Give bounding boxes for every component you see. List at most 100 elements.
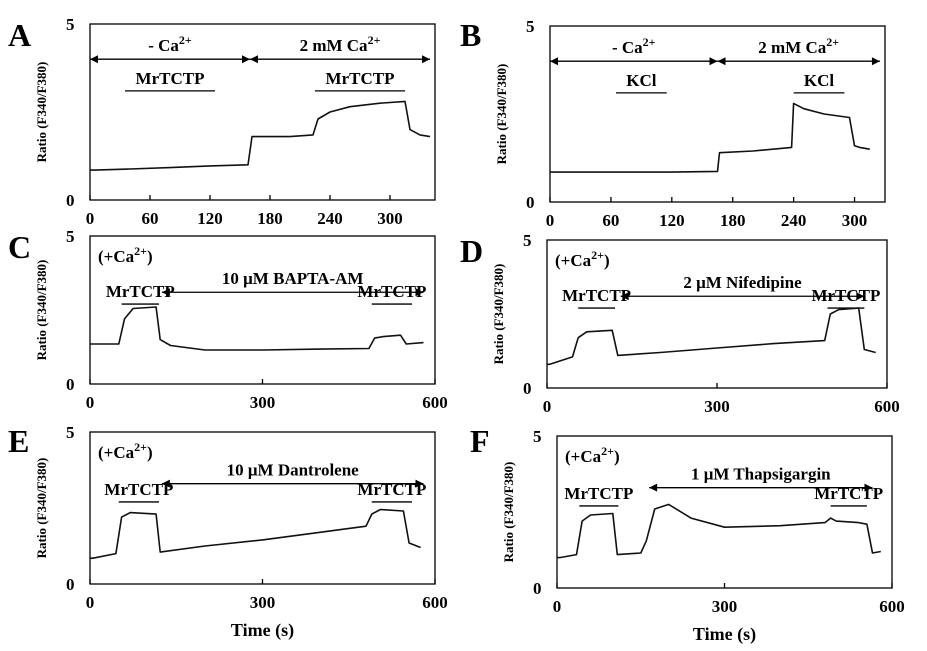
- panel-c-arrow-label: 10 μM BAPTA-AM: [222, 269, 364, 288]
- panel-a-xtick-label: 60: [142, 209, 159, 228]
- panel-b-letter: B: [460, 17, 481, 53]
- panel-c-arrowhead: [415, 288, 424, 297]
- panel-d-treatment-label: MrTCTP: [562, 286, 631, 305]
- panel-c-frame: [89, 235, 436, 385]
- panel-a-xtick-label: 300: [377, 209, 403, 228]
- panel-e-arrow-label: 10 μM Dantrolene: [227, 461, 360, 480]
- panel-a-arrowhead: [250, 55, 258, 64]
- panel-a-treatment-label: MrTCTP: [326, 69, 395, 88]
- panel-c-ytick-label: 0: [66, 375, 75, 394]
- panel-e-ytick-label: 5: [66, 423, 75, 442]
- panel-d-inset-label: (+Ca2+): [555, 248, 610, 270]
- panel-b-xtick-label: 180: [720, 211, 746, 230]
- panel-d-ylabel: Ratio (F340/F380): [491, 264, 506, 365]
- panel-a-xtick-label: 120: [197, 209, 223, 228]
- panel-f-xtick-label: 0: [553, 597, 562, 616]
- panel-c-ytick-label: 5: [66, 227, 75, 246]
- panel-c-inset-label: (+Ca2+): [98, 244, 153, 266]
- panel-b-ratio-trace: [550, 102, 870, 173]
- panel-b-frame: [549, 25, 886, 203]
- panel-e-xlabel: Time (s): [231, 620, 294, 641]
- panel-f-ratio-trace: [557, 503, 881, 559]
- panel-b-xtick-label: 300: [842, 211, 868, 230]
- panel-c-xtick-label: 600: [422, 393, 448, 412]
- panel-b-ytick-label: 5: [526, 17, 535, 36]
- panel-b-arrowhead: [709, 57, 718, 66]
- panel-f-xlabel: Time (s): [693, 624, 756, 645]
- panel-d-letter: D: [460, 233, 483, 269]
- panel-f-treatment-label: MrTCTP: [814, 484, 883, 503]
- panel-f-inset-label: (+Ca2+): [565, 444, 620, 466]
- panel-a-arrow-label: 2 mM Ca2+: [300, 33, 381, 55]
- panel-e-treatment-label: MrTCTP: [357, 480, 426, 499]
- panel-b-xtick-label: 120: [659, 211, 685, 230]
- panel-d-frame: [546, 239, 888, 389]
- panel-a-ytick-label: 5: [66, 15, 75, 34]
- panel-f-frame: [556, 435, 893, 589]
- panel-e-xtick-label: 0: [86, 593, 95, 612]
- panel-d-arrowhead: [620, 292, 629, 301]
- panel-f-xtick-label: 600: [879, 597, 905, 616]
- panel-a-ytick-label: 0: [66, 191, 75, 210]
- panel-c-treatment-label: MrTCTP: [357, 282, 426, 301]
- panel-b-ylabel: Ratio (F340/F380): [494, 64, 509, 165]
- panel-a-ratio-trace: [90, 100, 431, 171]
- panel-f-ytick-label: 0: [533, 579, 542, 598]
- panel-d-ratio-trace: [547, 307, 876, 366]
- panel-c-xtick-label: 300: [250, 393, 276, 412]
- panel-d-treatment-label: MrTCTP: [811, 286, 880, 305]
- panel-b-arrowhead: [871, 57, 880, 66]
- panel-a-frame: [89, 23, 436, 201]
- panel-f-ytick-label: 5: [533, 427, 542, 446]
- panel-a-letter: A: [8, 17, 31, 53]
- panel-f-arrowhead: [649, 483, 658, 492]
- panel-d-ytick-label: 5: [523, 231, 532, 250]
- panel-b-treatment-label: KCl: [626, 71, 657, 90]
- panel-d-arrow-label: 2 μM Nifedipine: [683, 273, 802, 292]
- panel-e-treatment-label: MrTCTP: [104, 480, 173, 499]
- panel-a-xtick-label: 180: [257, 209, 283, 228]
- panel-e-frame: [89, 431, 436, 585]
- panel-d-xtick-label: 300: [704, 397, 730, 416]
- panel-a-treatment-label: MrTCTP: [136, 69, 205, 88]
- panel-e-ytick-label: 0: [66, 575, 75, 594]
- panel-c-ylabel: Ratio (F340/F380): [34, 260, 49, 361]
- panel-b-xtick-label: 0: [546, 211, 555, 230]
- panel-f-xtick-label: 300: [712, 597, 738, 616]
- panel-b-arrowhead: [550, 57, 558, 66]
- panel-e-arrowhead: [161, 479, 170, 488]
- panel-e-xtick-label: 300: [250, 593, 276, 612]
- panel-b-treatment-label: KCl: [804, 71, 835, 90]
- panel-f-treatment-label: MrTCTP: [564, 484, 633, 503]
- panel-a-arrowhead: [90, 55, 98, 64]
- panel-b-arrowhead: [717, 57, 726, 66]
- panel-a-arrowhead: [242, 55, 250, 64]
- panel-e-letter: E: [8, 423, 29, 459]
- panel-c-treatment-label: MrTCTP: [106, 282, 175, 301]
- panel-a-ylabel: Ratio (F340/F380): [34, 62, 49, 163]
- panel-a-xtick-label: 240: [317, 209, 343, 228]
- panel-c-letter: C: [8, 229, 31, 265]
- panel-b-arrow-label: - Ca2+: [612, 35, 656, 57]
- panel-e-inset-label: (+Ca2+): [98, 440, 153, 462]
- panel-a-arrow-label: - Ca2+: [148, 33, 192, 55]
- panel-e-ratio-trace: [90, 508, 421, 559]
- panel-b-ytick-label: 0: [526, 193, 535, 212]
- panel-c-xtick-label: 0: [86, 393, 95, 412]
- panel-d-ytick-label: 0: [523, 379, 532, 398]
- panel-e-xtick-label: 600: [422, 593, 448, 612]
- panel-c-ratio-trace: [90, 306, 424, 351]
- panel-d-arrowhead: [856, 292, 865, 301]
- panel-b-xtick-label: 60: [602, 211, 619, 230]
- panel-b-arrow-label: 2 mM Ca2+: [758, 35, 839, 57]
- panel-f-letter: F: [470, 423, 490, 459]
- panel-d-xtick-label: 0: [543, 397, 552, 416]
- panel-d-xtick-label: 600: [874, 397, 900, 416]
- panel-b-xtick-label: 240: [781, 211, 807, 230]
- panel-e-ylabel: Ratio (F340/F380): [34, 458, 49, 559]
- panel-f-arrowhead: [864, 483, 873, 492]
- panel-f-ylabel: Ratio (F340/F380): [501, 462, 516, 563]
- panel-a-arrowhead: [422, 55, 430, 64]
- panel-f-arrow-label: 1 μM Thapsigargin: [691, 465, 831, 484]
